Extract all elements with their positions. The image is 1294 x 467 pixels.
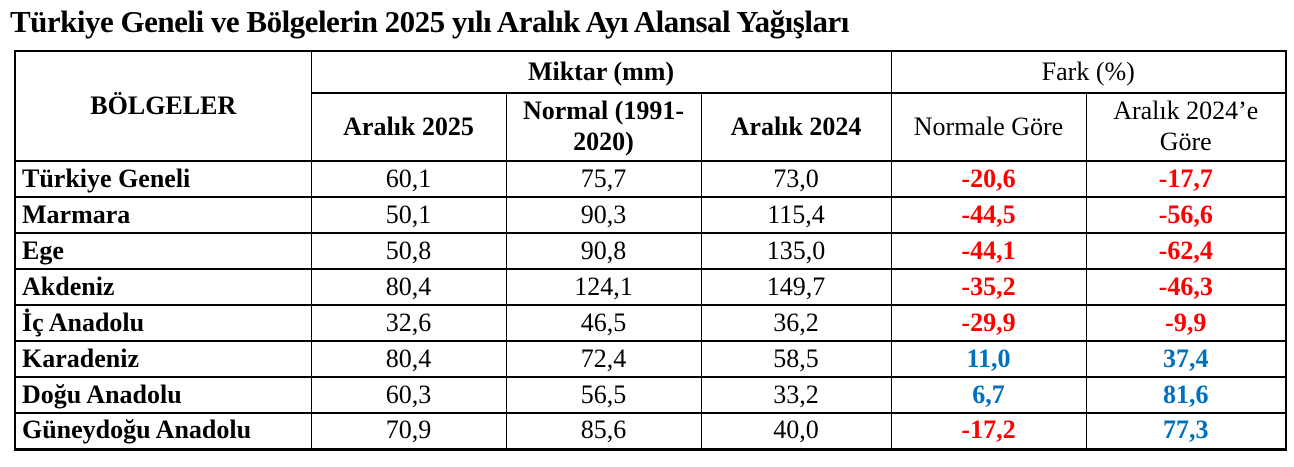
diff-vs-dec2024-cell: 37,4 [1085, 340, 1287, 378]
normal-value-cell: 46,5 [505, 304, 702, 342]
diff-vs-dec2024-cell: -9,9 [1085, 304, 1287, 342]
region-name-cell: Doğu Anadolu [14, 376, 312, 414]
table-body: Türkiye Geneli 60,1 75,7 73,0 -20,6 -17,… [14, 160, 1287, 450]
diff-vs-dec2024-cell: -62,4 [1085, 232, 1287, 270]
dec2025-value-cell: 50,8 [310, 232, 507, 270]
normal-value-cell: 90,3 [505, 196, 702, 234]
region-name-cell: Marmara [14, 196, 312, 234]
diff-vs-normal-cell: -44,1 [890, 232, 1087, 270]
table-row: Doğu Anadolu 60,3 56,5 33,2 6,7 81,6 [14, 376, 1287, 414]
dec2024-value-cell: 73,0 [700, 160, 892, 198]
column-header-vs-dec2024: Aralık 2024’e Göre [1085, 92, 1287, 162]
region-name-cell: Karadeniz [14, 340, 312, 378]
dec2024-value-cell: 135,0 [700, 232, 892, 270]
dec2024-value-cell: 115,4 [700, 196, 892, 234]
diff-vs-normal-cell: 11,0 [890, 340, 1087, 378]
normal-value-cell: 72,4 [505, 340, 702, 378]
region-name-cell: Türkiye Geneli [14, 160, 312, 198]
dec2025-value-cell: 32,6 [310, 304, 507, 342]
column-header-dec2024: Aralık 2024 [700, 92, 892, 162]
dec2025-value-cell: 60,1 [310, 160, 507, 198]
dec2024-value-cell: 149,7 [700, 268, 892, 306]
diff-vs-normal-cell: -29,9 [890, 304, 1087, 342]
normal-value-cell: 90,8 [505, 232, 702, 270]
table-group-header-row: BÖLGELER Miktar (mm) Fark (%) [14, 50, 1287, 162]
dec2024-value-cell: 40,0 [700, 412, 892, 450]
table-row: Marmara 50,1 90,3 115,4 -44,5 -56,6 [14, 196, 1287, 234]
diff-vs-dec2024-cell: 81,6 [1085, 376, 1287, 414]
region-name-cell: Güneydoğu Anadolu [14, 412, 312, 450]
dec2025-value-cell: 80,4 [310, 268, 507, 306]
page-title: Türkiye Geneli ve Bölgelerin 2025 yılı A… [10, 4, 849, 39]
normal-value-cell: 85,6 [505, 412, 702, 450]
normal-value-cell: 56,5 [505, 376, 702, 414]
dec2025-value-cell: 80,4 [310, 340, 507, 378]
column-header-vs-normal: Normale Göre [890, 92, 1087, 162]
table-row: Ege 50,8 90,8 135,0 -44,1 -62,4 [14, 232, 1287, 270]
dec2024-value-cell: 58,5 [700, 340, 892, 378]
region-name-cell: Akdeniz [14, 268, 312, 306]
dec2024-value-cell: 33,2 [700, 376, 892, 414]
region-name-cell: Ege [14, 232, 312, 270]
dec2025-value-cell: 50,1 [310, 196, 507, 234]
diff-vs-normal-cell: -17,2 [890, 412, 1087, 450]
diff-vs-normal-cell: 6,7 [890, 376, 1087, 414]
table-row: Türkiye Geneli 60,1 75,7 73,0 -20,6 -17,… [14, 160, 1287, 198]
table-subheader-row: Aralık 2025 Normal (1991-2020) Aralık 20… [15, 92, 1287, 162]
diff-vs-dec2024-cell: 77,3 [1085, 412, 1287, 450]
table-row: Akdeniz 80,4 124,1 149,7 -35,2 -46,3 [14, 268, 1287, 306]
dec2025-value-cell: 70,9 [310, 412, 507, 450]
dec2024-value-cell: 36,2 [700, 304, 892, 342]
table-row: İç Anadolu 32,6 46,5 36,2 -29,9 -9,9 [14, 304, 1287, 342]
diff-vs-normal-cell: -20,6 [890, 160, 1087, 198]
difference-group-header: Fark (%) [890, 50, 1287, 94]
table-row: Karadeniz 80,4 72,4 58,5 11,0 37,4 [14, 340, 1287, 378]
diff-vs-dec2024-cell: -17,7 [1085, 160, 1287, 198]
regions-column-header: BÖLGELER [14, 50, 312, 162]
diff-vs-normal-cell: -35,2 [890, 268, 1087, 306]
column-header-normal: Normal (1991-2020) [505, 92, 702, 162]
amount-group-header: Miktar (mm) [310, 50, 892, 94]
document-page: Türkiye Geneli ve Bölgelerin 2025 yılı A… [0, 4, 1294, 467]
diff-vs-dec2024-cell: -56,6 [1085, 196, 1287, 234]
region-name-cell: İç Anadolu [14, 304, 312, 342]
table-row: Güneydoğu Anadolu 70,9 85,6 40,0 -17,2 7… [14, 412, 1287, 450]
column-header-dec2025: Aralık 2025 [310, 92, 507, 162]
dec2025-value-cell: 60,3 [310, 376, 507, 414]
normal-value-cell: 124,1 [505, 268, 702, 306]
diff-vs-normal-cell: -44,5 [890, 196, 1087, 234]
diff-vs-dec2024-cell: -46,3 [1085, 268, 1287, 306]
normal-value-cell: 75,7 [505, 160, 702, 198]
precipitation-table: BÖLGELER Miktar (mm) Fark (%) Aralık 202… [14, 50, 1287, 451]
